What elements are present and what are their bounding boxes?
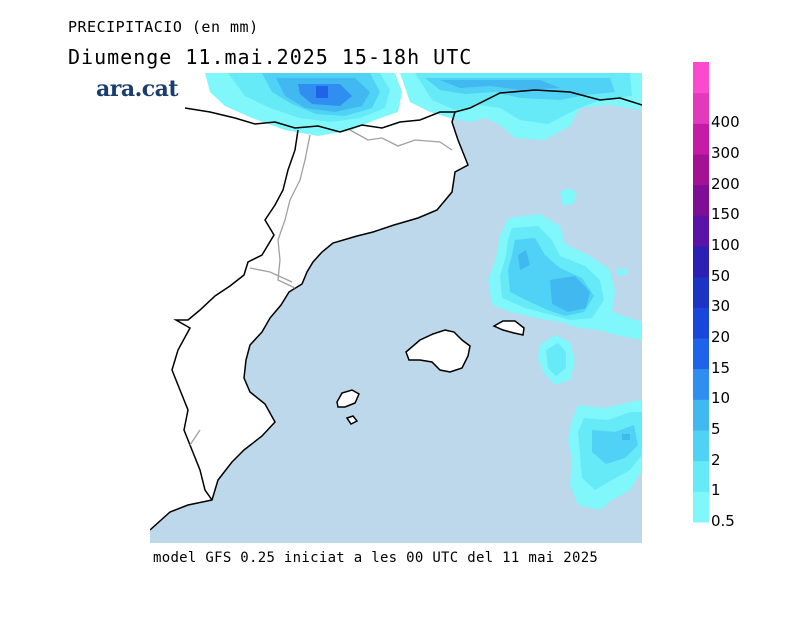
legend-swatch — [693, 184, 709, 216]
island-ibiza — [336, 389, 360, 408]
border-west — [171, 129, 299, 501]
island-menorca — [492, 320, 525, 336]
legend-label: 300 — [711, 144, 740, 162]
legend-label: 30 — [711, 297, 731, 316]
legend-color-bar — [693, 62, 709, 523]
legend-label: 0.5 — [711, 512, 735, 530]
legend-label: 100 — [711, 236, 740, 254]
legend-swatch — [693, 92, 709, 124]
legend-label: 200 — [711, 174, 740, 193]
legend-swatch — [693, 123, 709, 155]
model-run-note: model GFS 0.25 iniciat a les 00 UTC del … — [153, 550, 599, 566]
legend-swatch — [693, 491, 709, 523]
legend-label: 150 — [711, 205, 740, 224]
legend-label: 5 — [711, 420, 721, 438]
legend-label: 20 — [711, 328, 731, 346]
map-variable-title: PRECIPITACIO (en mm) — [68, 18, 259, 36]
legend-swatch — [693, 399, 709, 431]
island-mallorca — [405, 329, 471, 373]
island-formentera — [345, 415, 359, 425]
regional-borders — [189, 129, 453, 446]
legend-label: 400 — [711, 113, 740, 132]
legend-label: 15 — [711, 358, 731, 377]
map-date-title: Diumenge 11.mai.2025 15-18h UTC — [68, 45, 473, 69]
legend-label: 50 — [711, 266, 731, 285]
legend-swatch — [693, 307, 709, 339]
border-pyrenees — [184, 107, 455, 133]
ara-cat-logo: ara.cat — [96, 76, 179, 102]
legend-label: 2 — [711, 450, 721, 469]
legend-swatch — [693, 62, 709, 94]
legend-swatch — [693, 460, 709, 492]
precipitation-field — [205, 73, 642, 510]
coastline — [150, 111, 469, 531]
legend-swatch — [693, 368, 709, 400]
legend-swatch — [693, 215, 709, 247]
legend-swatch — [693, 338, 709, 370]
legend-swatch — [693, 430, 709, 462]
land-mainland — [150, 73, 468, 530]
legend-swatch — [693, 276, 709, 308]
legend-label: 10 — [711, 389, 731, 408]
legend-label: 1 — [711, 481, 721, 500]
legend-swatch — [693, 246, 709, 278]
legend-swatch — [693, 154, 709, 186]
